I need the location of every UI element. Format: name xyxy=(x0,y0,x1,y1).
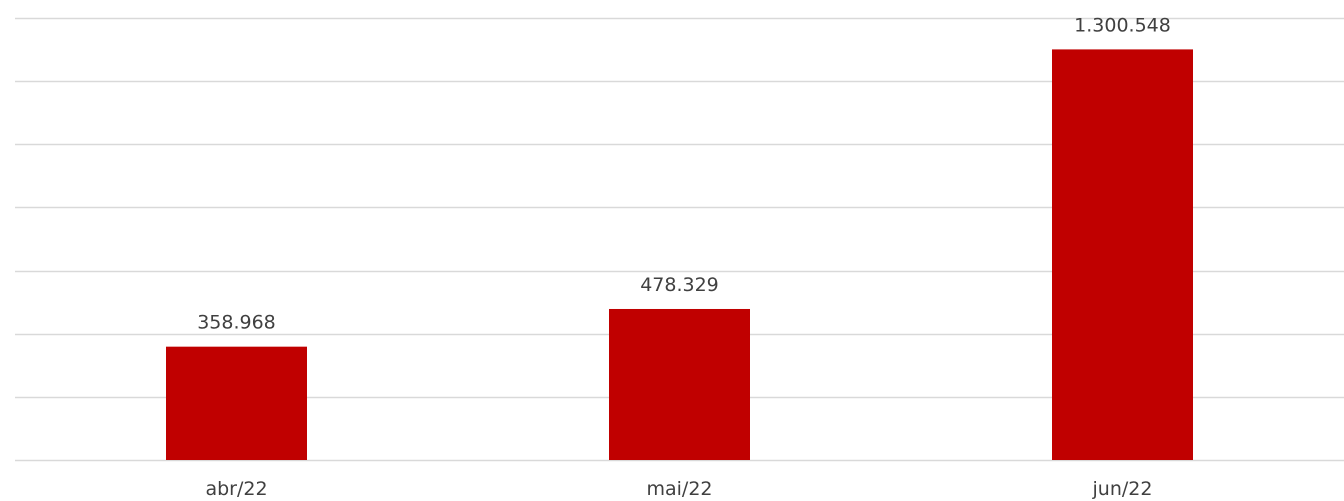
data-label-abr-22: 358.968 xyxy=(197,312,276,334)
x-tick-label-mai-22: mai/22 xyxy=(646,478,712,500)
x-tick-label-abr-22: abr/22 xyxy=(205,478,267,500)
bar-jun-22 xyxy=(1052,49,1193,461)
data-label-jun-22: 1.300.548 xyxy=(1074,14,1171,36)
bar-mai-22 xyxy=(609,308,750,460)
data-labels: 358.968 478.329 1.300.548 xyxy=(197,14,1171,333)
x-axis-tick-labels: abr/22 mai/22 jun/22 xyxy=(205,478,1152,500)
data-label-mai-22: 478.329 xyxy=(640,274,719,296)
x-tick-label-jun-22: jun/22 xyxy=(1092,478,1153,500)
bars xyxy=(166,49,1193,461)
bar-abr-22 xyxy=(166,346,307,460)
